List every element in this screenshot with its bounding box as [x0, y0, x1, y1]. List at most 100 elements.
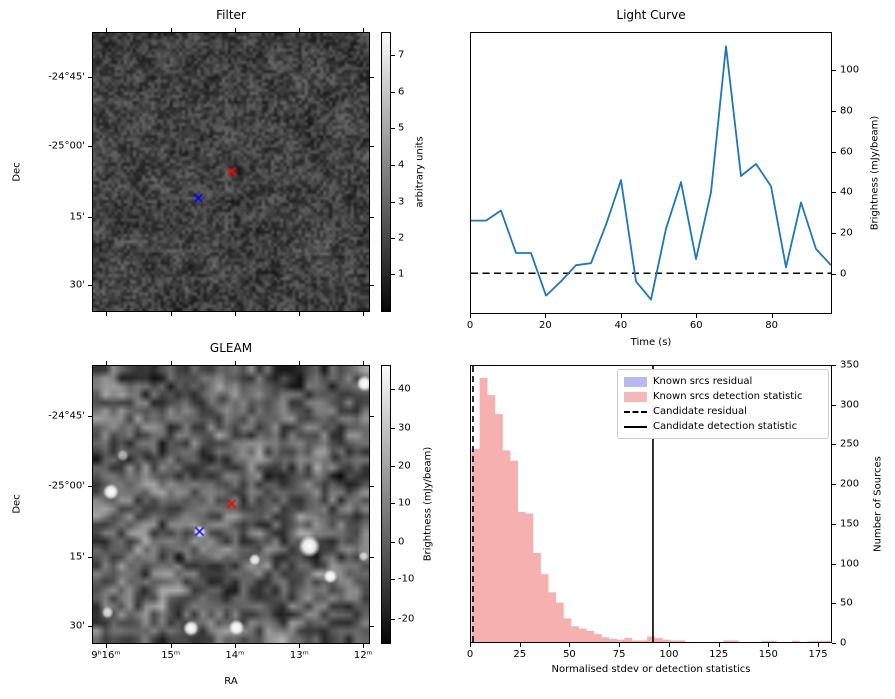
- y-tick-label: 300: [840, 399, 860, 411]
- gleam-y-axis-label: Dec: [11, 494, 23, 514]
- tick-mark: [299, 361, 301, 365]
- tick-mark: [370, 625, 374, 627]
- tick-mark: [88, 486, 92, 488]
- tick-mark: [391, 541, 395, 543]
- known-srcs-detection-bar: [540, 574, 549, 642]
- tick-mark: [88, 76, 92, 78]
- tick-mark: [370, 416, 374, 418]
- tick-mark: [105, 361, 107, 365]
- tick-mark: [363, 644, 365, 648]
- tick-mark: [391, 201, 395, 203]
- legend-item: Candidate detection statistic: [624, 419, 822, 434]
- x-tick-label: 20: [539, 320, 552, 331]
- known-srcs-detection-bar: [647, 636, 656, 642]
- known-srcs-detection-bar: [807, 641, 815, 642]
- legend-item: Known srcs detection statistic: [624, 389, 822, 404]
- x-tick-label: 13ᵐ: [289, 650, 309, 661]
- histogram-x-axis-label: Normalised stdev or detection statistics: [551, 664, 751, 675]
- tick-mark: [569, 643, 571, 647]
- tick-mark: [370, 216, 374, 218]
- tick-mark: [88, 285, 92, 287]
- tick-mark: [832, 365, 836, 366]
- tick-mark: [363, 28, 365, 32]
- y-tick-label: 15': [69, 211, 85, 223]
- y-tick-label: 6: [398, 86, 405, 98]
- tick-mark: [620, 314, 622, 318]
- known-srcs-detection-bar: [510, 460, 518, 642]
- tick-mark: [299, 312, 301, 316]
- y-tick-label: 250: [840, 438, 860, 450]
- tick-mark: [832, 643, 836, 644]
- tick-mark: [391, 91, 395, 93]
- y-tick-label: 40: [840, 186, 853, 198]
- tick-mark: [363, 361, 365, 365]
- tick-mark: [832, 233, 836, 235]
- tick-mark: [234, 361, 236, 365]
- tick-mark: [370, 145, 374, 147]
- gleam-image: [93, 366, 369, 643]
- known-srcs-detection-bar: [677, 640, 686, 642]
- tick-mark: [832, 603, 836, 605]
- tick-mark: [234, 28, 236, 32]
- tick-mark: [299, 644, 301, 648]
- y-tick-label: -25°00': [48, 480, 85, 492]
- y-tick-label: 100: [840, 64, 860, 76]
- tick-mark: [363, 312, 365, 316]
- tick-mark: [88, 557, 92, 559]
- x-tick-label: 40: [614, 320, 628, 331]
- tick-mark: [105, 312, 107, 316]
- y-tick-label: 30': [69, 279, 85, 291]
- y-tick-label: 4: [398, 159, 405, 171]
- tick-mark: [696, 314, 698, 318]
- filter-title: Filter: [216, 8, 246, 22]
- legend-item-label: Known srcs detection statistic: [653, 391, 803, 402]
- legend-patch-swatch: [624, 391, 647, 402]
- x-tick-label: 0: [466, 649, 474, 660]
- x-tick-label: 25: [513, 649, 527, 660]
- known-srcs-detection-bar: [662, 639, 671, 642]
- known-srcs-detection-bar: [570, 626, 579, 642]
- tick-mark: [170, 644, 172, 648]
- tick-mark: [832, 69, 836, 71]
- tick-mark: [391, 388, 395, 390]
- known-srcs-detection-bar: [768, 640, 777, 642]
- known-srcs-detection-bar: [494, 414, 503, 642]
- y-tick-label: 30': [69, 620, 85, 632]
- y-tick-label: 150: [840, 518, 860, 530]
- legend-item: Candidate residual: [624, 404, 822, 419]
- x-tick-label: 12ᵐ: [353, 650, 373, 661]
- gleam-colorbar-label: Brightness (mJy/beam): [422, 446, 434, 562]
- known-srcs-detection-bar: [601, 637, 610, 642]
- tick-mark: [668, 643, 670, 647]
- tick-mark: [832, 563, 836, 565]
- tick-mark: [832, 523, 836, 525]
- light-curve-line: [471, 45, 831, 301]
- y-tick-label: 7: [398, 49, 405, 61]
- gleam-image-panel: [92, 365, 370, 644]
- y-tick-label: 0: [398, 536, 405, 548]
- known-srcs-detection-bar: [669, 640, 678, 642]
- tick-mark: [391, 274, 395, 276]
- filter-colorbar: [381, 32, 391, 312]
- known-srcs-detection-bar: [593, 634, 602, 642]
- known-srcs-detection-bar: [639, 640, 648, 642]
- x-tick-label: 80: [765, 320, 779, 331]
- known-srcs-detection-bar: [548, 592, 557, 642]
- tick-mark: [370, 557, 374, 559]
- y-tick-label: -25°00': [48, 140, 85, 152]
- tick-mark: [545, 314, 547, 318]
- known-srcs-detection-bar: [479, 377, 488, 642]
- gleam-x-axis-label: RA: [224, 676, 238, 687]
- tick-mark: [832, 404, 836, 406]
- known-srcs-detection-bar: [723, 640, 732, 642]
- tick-mark: [299, 28, 301, 32]
- y-tick-label: 1: [398, 268, 405, 280]
- tick-mark: [88, 416, 92, 418]
- x-tick-label: 14ᵐ: [225, 650, 245, 661]
- known-srcs-detection-bar: [578, 628, 587, 642]
- known-srcs-detection-bar: [487, 395, 496, 642]
- known-srcs-detection-bar: [471, 448, 480, 642]
- legend-item-label: Candidate residual: [653, 406, 747, 417]
- tick-mark: [470, 314, 471, 318]
- known-srcs-detection-bar: [616, 639, 625, 642]
